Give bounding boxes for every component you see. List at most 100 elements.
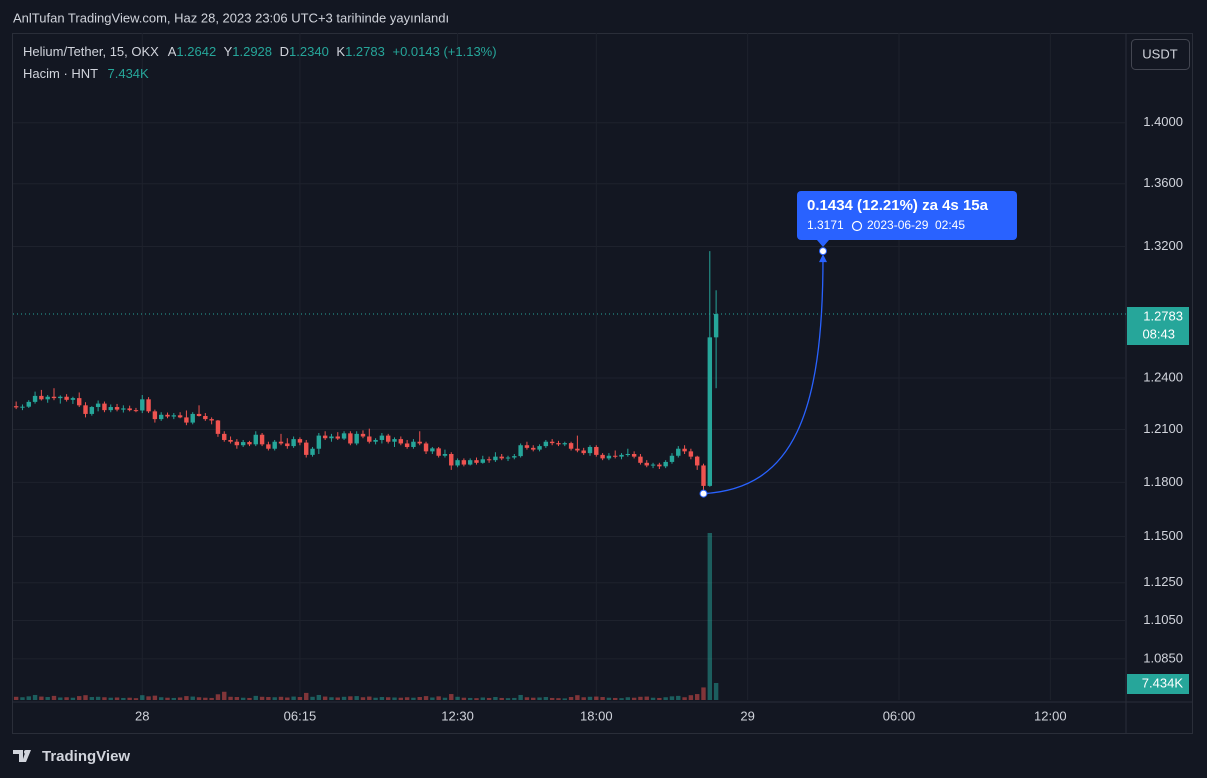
arrow-head [819, 254, 827, 263]
volume-bar [549, 697, 555, 700]
candle-body [417, 441, 422, 444]
volume-bar [297, 697, 303, 700]
candle-body [411, 441, 416, 447]
candle-body [278, 441, 284, 444]
candle-body [657, 464, 662, 467]
ohlc-label: K [336, 44, 345, 59]
candle-body [304, 442, 309, 455]
volume-bar [39, 696, 44, 700]
candle-body [26, 401, 31, 407]
candle-body [133, 410, 139, 412]
candle-body [77, 398, 82, 406]
volume-bar [575, 695, 580, 700]
candle-body [152, 411, 158, 420]
ohlc-label: D [280, 44, 289, 59]
volume-bar [493, 697, 498, 700]
volume-bar [682, 697, 687, 700]
volume-bar [638, 696, 643, 700]
volume-bar [505, 698, 511, 700]
volume-bar [581, 697, 586, 700]
candle-body [694, 456, 700, 466]
volume-bar [367, 696, 372, 700]
volume-bar [694, 694, 700, 700]
candle-body [467, 460, 473, 465]
candle-body [587, 446, 593, 454]
volume-bar [20, 697, 25, 700]
volume-bar [222, 691, 227, 700]
volume-pane [13, 533, 719, 700]
volume-bar [568, 697, 574, 700]
measure-date: 2023-06-29 [867, 218, 929, 232]
volume-bar [499, 697, 504, 700]
candle-body [360, 433, 366, 437]
volume-bar [95, 696, 101, 700]
candle-body [259, 434, 265, 445]
y-tick-label: 1.4000 [1143, 114, 1183, 129]
candle-body [524, 445, 530, 448]
candle-body [13, 406, 19, 408]
currency[interactable]: USDT [1142, 46, 1177, 61]
volume-bar [140, 695, 145, 700]
ohlc-value: 1.2642 [176, 44, 216, 59]
publish-title: AnlTufan TradingView.com, Haz 28, 2023 2… [13, 10, 449, 25]
volume-bar [373, 697, 378, 700]
y-tick-label: 1.1050 [1143, 612, 1183, 627]
x-tick-label: 06:00 [883, 708, 916, 723]
measure-pointer [817, 240, 829, 247]
candle-body [266, 444, 271, 449]
candle-body [385, 435, 391, 442]
volume-value: 7.434K [108, 66, 150, 81]
candle-body [581, 450, 586, 454]
candle-body [663, 461, 668, 467]
volume-bar [278, 696, 284, 700]
volume-bar [83, 695, 88, 700]
y-tick-label: 1.1250 [1143, 574, 1183, 589]
candle-body [215, 420, 221, 434]
candle-body [701, 465, 706, 486]
x-tick-label: 12:00 [1034, 708, 1067, 723]
candle-body [713, 314, 719, 338]
anchor-end [819, 247, 827, 256]
volume-bar [127, 697, 132, 700]
x-tick-label: 12:30 [441, 708, 474, 723]
candle-body [64, 396, 69, 400]
candle-body [20, 406, 25, 408]
candle-body [676, 448, 681, 456]
last-price-box [1127, 307, 1189, 345]
candle-body [190, 413, 195, 423]
candle-body [70, 398, 76, 400]
clock-icon [851, 220, 863, 232]
volume-bar [215, 694, 221, 700]
volume-bar [398, 697, 404, 700]
currency-button[interactable] [1131, 39, 1190, 70]
volume-bar [404, 697, 410, 700]
volume-label: 7.434K [1142, 675, 1184, 690]
volume-bar [348, 696, 353, 700]
volume-bar [108, 697, 113, 700]
volume-bar [531, 697, 536, 700]
volume-bar [77, 696, 82, 700]
candle-body [222, 433, 227, 440]
axes: 1.4000 1.3600 1.3200 1.2400 1.2100 1.1800 1.15… [135, 114, 1183, 723]
candle-body [367, 436, 372, 442]
candle-body [341, 433, 347, 439]
volume-bar [177, 697, 183, 700]
candle-body [594, 446, 599, 455]
brand: TradingView [42, 748, 130, 765]
volume-bar [272, 697, 277, 700]
volume-bar [329, 697, 334, 700]
volume-bar [524, 697, 530, 700]
measure-box [797, 191, 1017, 240]
y-tick-label: 1.3600 [1143, 175, 1183, 190]
candle-body [461, 460, 467, 465]
candle-body [442, 453, 448, 456]
volume-bar [713, 682, 719, 700]
candle-body [392, 439, 397, 442]
candle-body [543, 441, 549, 447]
volume-title: Hacim · HNT [23, 66, 98, 81]
volume-bar [114, 697, 120, 700]
volume-bar [322, 696, 328, 700]
candle-body [600, 454, 605, 459]
candle-body [322, 435, 328, 439]
volume-bar [146, 696, 151, 700]
